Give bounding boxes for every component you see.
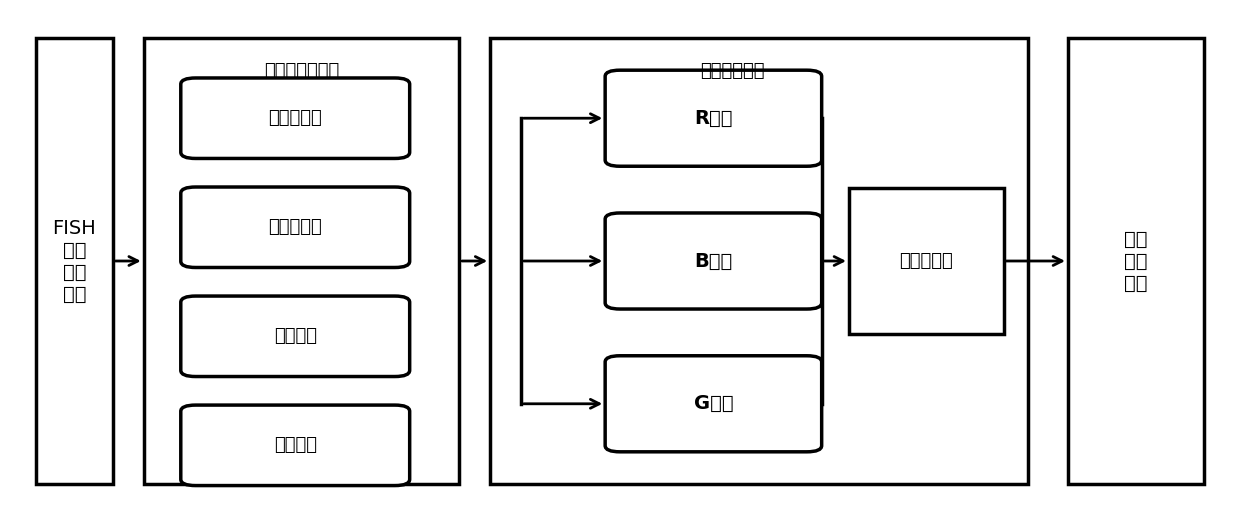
- Text: 分割识别模块: 分割识别模块: [701, 63, 765, 80]
- Text: B通道: B通道: [694, 252, 733, 270]
- Bar: [849, 188, 1003, 334]
- Text: 对比度处理: 对比度处理: [268, 109, 322, 127]
- Bar: [490, 38, 1028, 484]
- Bar: [36, 38, 113, 484]
- Text: 图像预处理模块: 图像预处理模块: [264, 63, 339, 80]
- Bar: [1068, 38, 1204, 484]
- FancyBboxPatch shape: [605, 70, 822, 166]
- Text: G通道: G通道: [693, 394, 733, 413]
- Text: 报告
生成
模块: 报告 生成 模块: [1125, 230, 1148, 292]
- FancyBboxPatch shape: [605, 356, 822, 452]
- FancyBboxPatch shape: [605, 213, 822, 309]
- FancyBboxPatch shape: [181, 296, 409, 376]
- Bar: [144, 38, 459, 484]
- Text: 曝光度处理: 曝光度处理: [268, 218, 322, 236]
- Text: 灰度校正: 灰度校正: [274, 436, 316, 454]
- Text: R通道: R通道: [694, 109, 733, 128]
- FancyBboxPatch shape: [181, 78, 409, 159]
- Text: FISH
图像
接收
模块: FISH 图像 接收 模块: [52, 219, 97, 303]
- FancyBboxPatch shape: [181, 187, 409, 267]
- FancyBboxPatch shape: [181, 405, 409, 485]
- Text: 位移处理: 位移处理: [274, 327, 316, 345]
- Text: 细胞核检测: 细胞核检测: [899, 252, 954, 270]
